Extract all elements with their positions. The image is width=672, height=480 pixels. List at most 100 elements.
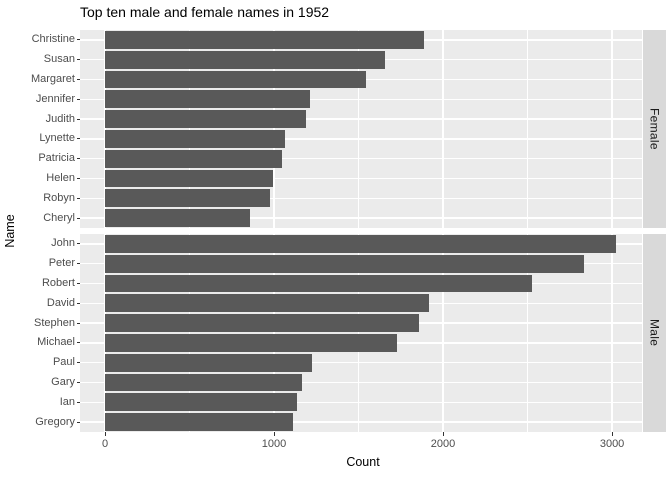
y-tick-mark: [76, 197, 80, 199]
y-tick-label: Cheryl: [43, 211, 75, 224]
y-tick-label: Paul: [52, 356, 75, 369]
y-tick-label: Stephen: [34, 316, 75, 329]
bar: [105, 189, 270, 208]
h-gridline: [80, 138, 642, 140]
y-tick-label: Gary: [51, 376, 75, 388]
plot-title: Top ten male and female names in 1952: [80, 4, 330, 20]
v-gridline-minor: [189, 30, 190, 228]
y-tick-mark: [76, 178, 80, 179]
y-tick-mark: [76, 118, 80, 120]
y-tick-mark: [76, 59, 80, 61]
bar: [105, 90, 311, 109]
bar: [105, 334, 398, 352]
y-tick-label: Ian: [59, 395, 75, 408]
bar: [105, 314, 420, 332]
v-gridline-major: [273, 30, 275, 228]
y-tick-label: Michael: [37, 336, 75, 349]
x-axis-title: Count: [346, 455, 380, 469]
facet-strip-label: Female: [647, 108, 662, 150]
v-gridline-minor: [358, 30, 359, 228]
bar: [105, 209, 251, 227]
y-tick-mark: [76, 263, 80, 265]
h-gridline: [80, 217, 642, 219]
y-tick-label: Margaret: [30, 73, 75, 85]
facet-strip-female: Female: [643, 30, 666, 228]
y-tick-mark: [76, 362, 80, 364]
v-gridline-major: [442, 30, 444, 228]
y-tick-mark: [76, 217, 80, 219]
bar: [105, 235, 617, 253]
y-tick-label: Christine: [31, 33, 75, 46]
v-gridline-major: [104, 234, 106, 432]
y-tick-label: Robyn: [43, 191, 75, 204]
y-tick-mark: [76, 98, 80, 100]
h-gridline: [80, 118, 642, 120]
x-tick-mark: [273, 432, 275, 436]
y-tick-label: Peter: [48, 257, 75, 270]
bar: [105, 393, 297, 412]
bar: [105, 70, 367, 89]
h-gridline: [80, 421, 642, 423]
panel-female: [80, 30, 642, 228]
v-gridline-major: [104, 30, 106, 228]
y-tick-mark: [76, 342, 80, 344]
y-tick-label: Helen: [46, 172, 75, 184]
bar: [105, 274, 532, 293]
bar: [105, 149, 283, 168]
v-gridline-major: [442, 234, 444, 432]
y-tick-label: Jennifer: [35, 92, 75, 105]
v-gridline-major: [611, 30, 613, 228]
x-tick-label: 2000: [430, 438, 456, 450]
v-gridline-minor: [527, 234, 528, 432]
bar: [105, 254, 585, 273]
y-tick-mark: [76, 401, 80, 403]
h-gridline: [80, 177, 642, 180]
facet-strip-label: Male: [647, 319, 662, 347]
v-gridline-major: [611, 234, 613, 432]
y-tick-mark: [76, 158, 80, 160]
y-tick-label: Patricia: [38, 152, 75, 165]
x-tick-mark: [104, 432, 106, 436]
y-tick-mark: [76, 283, 80, 284]
y-tick-label: Robert: [41, 277, 75, 289]
v-gridline-major: [273, 234, 275, 432]
y-tick-mark: [76, 138, 80, 140]
y-tick-mark: [76, 79, 80, 80]
bar: [105, 130, 285, 148]
bar: [105, 353, 313, 372]
x-tick-label: 3000: [599, 438, 625, 450]
y-tick-mark: [76, 302, 80, 304]
h-gridline: [80, 158, 642, 160]
bar: [105, 110, 307, 128]
h-gridline: [80, 362, 642, 364]
v-gridline-minor: [189, 234, 190, 432]
y-tick-label: Susan: [43, 53, 75, 66]
y-tick-mark: [76, 421, 80, 423]
y-tick-label: John: [51, 237, 75, 250]
y-tick-mark: [76, 39, 80, 41]
y-tick-mark: [76, 322, 80, 324]
facet-strip-male: Male: [643, 234, 666, 432]
h-gridline: [80, 381, 642, 384]
y-tick-label: Judith: [45, 112, 75, 125]
h-gridline: [80, 98, 642, 100]
bar: [105, 373, 302, 392]
panel-male: [80, 234, 642, 432]
bar: [105, 31, 425, 49]
y-tick-label: Lynette: [39, 132, 75, 145]
bar: [105, 50, 385, 69]
y-tick-label: Gregory: [35, 415, 75, 428]
x-tick-mark: [611, 432, 613, 436]
y-tick-mark: [76, 243, 80, 245]
h-gridline: [80, 401, 642, 403]
bar: [105, 294, 429, 313]
v-gridline-minor: [358, 234, 359, 432]
v-gridline-minor: [527, 30, 528, 228]
bar: [105, 169, 274, 188]
h-gridline: [80, 197, 642, 199]
bar: [105, 413, 293, 431]
y-tick-label: David: [46, 296, 75, 309]
x-tick-label: 1000: [261, 438, 287, 450]
x-tick-label: 0: [101, 438, 109, 450]
